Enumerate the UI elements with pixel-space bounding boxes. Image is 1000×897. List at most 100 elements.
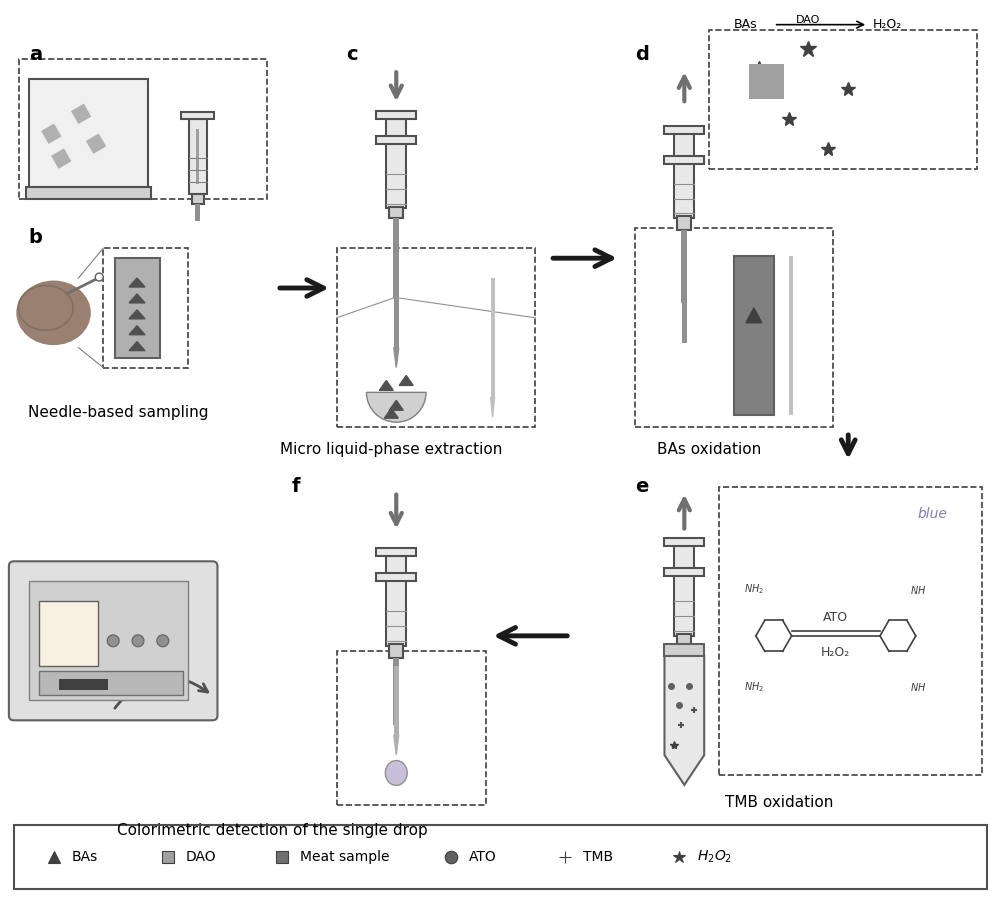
Text: $H_2O_2$: $H_2O_2$ <box>697 849 732 865</box>
Bar <box>337 248 535 427</box>
Bar <box>674 129 694 219</box>
Bar <box>71 104 91 124</box>
Bar <box>26 187 151 198</box>
Circle shape <box>107 635 119 647</box>
Bar <box>664 644 704 656</box>
Text: a: a <box>29 45 42 64</box>
Text: $NH$: $NH$ <box>910 681 926 692</box>
Text: Colorimetric detection of the single drop: Colorimetric detection of the single dro… <box>117 823 427 838</box>
Polygon shape <box>129 294 145 303</box>
Wedge shape <box>366 392 426 422</box>
Polygon shape <box>129 326 145 335</box>
Bar <box>709 30 977 169</box>
Polygon shape <box>399 376 413 386</box>
Bar <box>664 569 704 576</box>
Bar <box>376 111 416 119</box>
Bar <box>789 257 793 415</box>
Bar <box>86 134 106 154</box>
Polygon shape <box>394 348 399 368</box>
Bar <box>189 119 207 194</box>
Bar <box>394 666 399 736</box>
Bar <box>677 634 691 648</box>
Circle shape <box>157 635 169 647</box>
FancyBboxPatch shape <box>9 562 217 720</box>
Bar <box>389 206 403 219</box>
Bar <box>734 257 774 415</box>
Bar <box>664 126 704 134</box>
Bar <box>393 658 399 726</box>
Bar <box>394 298 399 348</box>
Circle shape <box>95 273 103 281</box>
Bar <box>677 216 691 231</box>
Text: Needle-based sampling: Needle-based sampling <box>28 405 208 421</box>
Bar <box>674 546 694 636</box>
Bar <box>376 548 416 556</box>
Bar <box>386 556 406 646</box>
Text: $NH_2$: $NH_2$ <box>744 582 764 597</box>
Bar <box>39 671 183 695</box>
Text: e: e <box>635 477 648 496</box>
Text: H₂O₂: H₂O₂ <box>821 646 850 658</box>
Text: $NH$: $NH$ <box>910 584 926 597</box>
Polygon shape <box>491 397 495 417</box>
Text: BAs: BAs <box>734 18 758 30</box>
Text: Micro liquid-phase extraction: Micro liquid-phase extraction <box>280 442 502 457</box>
Bar <box>682 243 687 343</box>
Bar <box>41 124 62 144</box>
Polygon shape <box>379 380 393 390</box>
Bar <box>376 136 416 144</box>
Bar <box>681 231 687 303</box>
Bar <box>393 219 399 298</box>
Text: d: d <box>635 45 649 64</box>
Text: TMB oxidation: TMB oxidation <box>725 795 833 810</box>
Polygon shape <box>746 308 762 323</box>
Polygon shape <box>129 278 145 287</box>
Text: TMB: TMB <box>583 850 613 864</box>
Ellipse shape <box>16 281 91 345</box>
Bar <box>195 204 200 222</box>
Bar <box>51 148 71 169</box>
Ellipse shape <box>385 761 407 786</box>
Text: BAs: BAs <box>71 850 98 864</box>
Bar <box>192 194 204 204</box>
Bar <box>681 648 687 720</box>
Circle shape <box>132 635 144 647</box>
Polygon shape <box>664 656 704 785</box>
Bar <box>664 538 704 546</box>
Bar <box>749 65 784 100</box>
Bar <box>491 278 495 397</box>
Bar <box>29 79 148 188</box>
Ellipse shape <box>18 285 73 330</box>
Polygon shape <box>129 342 145 351</box>
Polygon shape <box>394 736 399 755</box>
Bar <box>196 129 199 184</box>
Text: DAO: DAO <box>796 14 821 25</box>
Bar <box>59 678 108 691</box>
Bar <box>376 573 416 581</box>
Text: $NH_2$: $NH_2$ <box>744 681 764 694</box>
Polygon shape <box>129 309 145 318</box>
Text: blue: blue <box>918 507 948 520</box>
Text: ATO: ATO <box>823 611 848 624</box>
Text: ATO: ATO <box>469 850 497 864</box>
Polygon shape <box>389 400 403 410</box>
Text: Meat sample: Meat sample <box>300 850 389 864</box>
Bar <box>115 258 160 358</box>
Bar <box>635 229 833 427</box>
Bar <box>14 824 987 889</box>
Text: c: c <box>347 45 358 64</box>
Bar <box>29 581 188 701</box>
Text: BAs oxidation: BAs oxidation <box>657 442 761 457</box>
Bar <box>664 156 704 164</box>
Bar <box>386 119 406 208</box>
Text: DAO: DAO <box>186 850 216 864</box>
Text: b: b <box>29 229 43 248</box>
Bar <box>181 112 214 119</box>
Bar <box>19 59 267 198</box>
Text: f: f <box>292 477 300 496</box>
Bar <box>103 248 188 368</box>
Text: H₂O₂: H₂O₂ <box>873 18 902 30</box>
Bar <box>39 601 98 666</box>
Polygon shape <box>384 408 398 418</box>
Bar <box>337 650 486 805</box>
